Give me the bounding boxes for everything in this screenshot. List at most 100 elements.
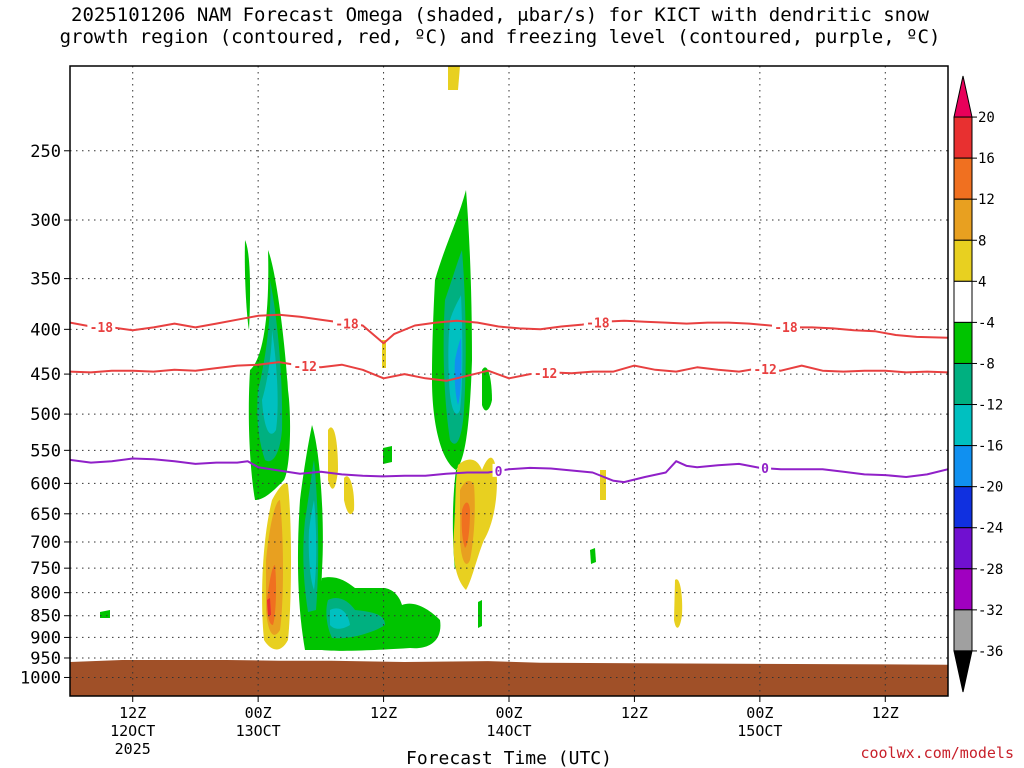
colorbar-bottom-arrow [953, 650, 973, 693]
omega-cell-upward [262, 330, 278, 434]
y-tick-label: 800 [30, 584, 61, 604]
y-tick-label: 550 [30, 441, 61, 461]
colorbar: 20 16 12 8 4 -4 -8 -12 -16 -20 -24 -28 -32 -36 [953, 75, 1003, 693]
contour-label-bg [771, 319, 800, 333]
contour-label-bg [531, 365, 560, 379]
contour-label: 0 [761, 462, 769, 477]
temperature-contours: -18 -18 -18 -18 -12 -12 -12 0 0 [70, 313, 948, 484]
colorbar-label: -4 [978, 315, 995, 331]
y-tick-label: 350 [30, 270, 61, 290]
x-tick-label: 00Z [245, 704, 272, 722]
colorbar-label: -8 [978, 356, 995, 372]
colorbar-segment [953, 609, 973, 652]
contour-label-bg [759, 461, 772, 475]
contour-label: -12 [534, 367, 557, 382]
contour-line--12 [70, 361, 948, 382]
colorbar-segment [953, 239, 973, 282]
colorbar-label: -28 [978, 562, 1003, 578]
contour-label-bg [583, 315, 612, 329]
time-gridlines [132, 66, 886, 696]
colorbar-segment [953, 404, 973, 447]
x-tick-year: 2025 [115, 740, 151, 758]
contour-line-0 [70, 457, 948, 484]
credit-text: coolwx.com/models [860, 744, 1014, 762]
omega-cell-downward [448, 66, 460, 90]
omega-cell-upward [590, 548, 596, 564]
x-axis-label: Forecast Time (UTC) [406, 748, 612, 768]
omega-cell-downward [674, 579, 683, 628]
colorbar-label: 4 [978, 274, 986, 290]
omega-cell-upward [308, 500, 317, 590]
colorbar-label: 8 [978, 233, 986, 249]
omega-shading [100, 66, 683, 651]
x-tick-label: 12Z [119, 704, 146, 722]
colorbar-segment [953, 280, 973, 323]
colorbar-segment [953, 486, 973, 529]
contour-label-bg [87, 319, 116, 333]
y-tick-label: 850 [30, 607, 61, 627]
omega-cell-downward [267, 598, 271, 616]
surface-area [70, 659, 948, 696]
contour-label-bg [291, 358, 320, 372]
y-tick-label: 950 [30, 649, 61, 669]
y-tick-label: 650 [30, 505, 61, 525]
colorbar-segment [953, 198, 973, 241]
y-axis-ticks: 2503003504004505005506006507007508008509… [20, 142, 70, 688]
omega-cell-upward [100, 610, 110, 618]
x-tick-label: 00Z [495, 704, 522, 722]
colorbar-label: -36 [978, 644, 1003, 660]
colorbar-label: -16 [978, 439, 1003, 455]
colorbar-label: -32 [978, 603, 1003, 619]
omega-cell-downward [328, 427, 338, 489]
contour-label: -18 [774, 321, 798, 336]
contour-label: -12 [753, 363, 776, 378]
contour-label: -18 [586, 316, 610, 331]
y-tick-label: 300 [30, 211, 61, 231]
y-tick-label: 400 [30, 320, 61, 340]
x-tick-label: 00Z [746, 704, 773, 722]
omega-cell-upward [478, 600, 482, 628]
x-tick-label: 12Z [370, 704, 397, 722]
chart-title-line2: growth region (contoured, red, ºC) and f… [59, 26, 941, 48]
colorbar-top-arrow [953, 75, 973, 118]
y-tick-label: 500 [30, 405, 61, 425]
y-tick-label: 600 [30, 474, 61, 494]
colorbar-segment [953, 445, 973, 488]
x-tick-label: 12Z [872, 704, 899, 722]
colorbar-label: -20 [978, 480, 1003, 496]
x-tick-date: 15OCT [737, 722, 782, 740]
colorbar-label: 16 [978, 151, 995, 167]
contour-label-bg [751, 361, 780, 375]
contour-label: 0 [495, 465, 503, 480]
x-tick-label: 12Z [621, 704, 648, 722]
x-tick-date: 14OCT [486, 722, 531, 740]
omega-cell-upward [482, 367, 492, 411]
omega-cell-upward [454, 338, 462, 405]
omega-cell-downward [600, 470, 606, 500]
omega-cell-upward [244, 240, 251, 330]
contour-label: -18 [335, 317, 359, 332]
colorbar-segment [953, 321, 973, 364]
y-tick-label: 900 [30, 628, 61, 648]
contour-label-bg [332, 316, 361, 330]
omega-cell-upward [383, 446, 392, 464]
contour-label: -12 [293, 360, 316, 375]
colorbar-label: -24 [978, 521, 1003, 537]
contour-label-bg [492, 463, 505, 477]
omega-cell-upward [330, 608, 350, 629]
x-tick-date: 12OCT [110, 722, 155, 740]
omega-cell-downward [344, 476, 355, 515]
colorbar-label: 12 [978, 192, 995, 208]
colorbar-segment [953, 157, 973, 200]
y-tick-label: 450 [30, 365, 61, 385]
y-tick-label: 750 [30, 559, 61, 579]
chart-title-line1: 2025101206 NAM Forecast Omega (shaded, μ… [71, 4, 929, 26]
colorbar-label: -12 [978, 398, 1003, 414]
contour-label: -18 [90, 321, 114, 336]
y-tick-label: 700 [30, 533, 61, 553]
colorbar-segment [953, 568, 973, 611]
omega-cell-downward [461, 502, 470, 548]
x-tick-date: 13OCT [236, 722, 281, 740]
